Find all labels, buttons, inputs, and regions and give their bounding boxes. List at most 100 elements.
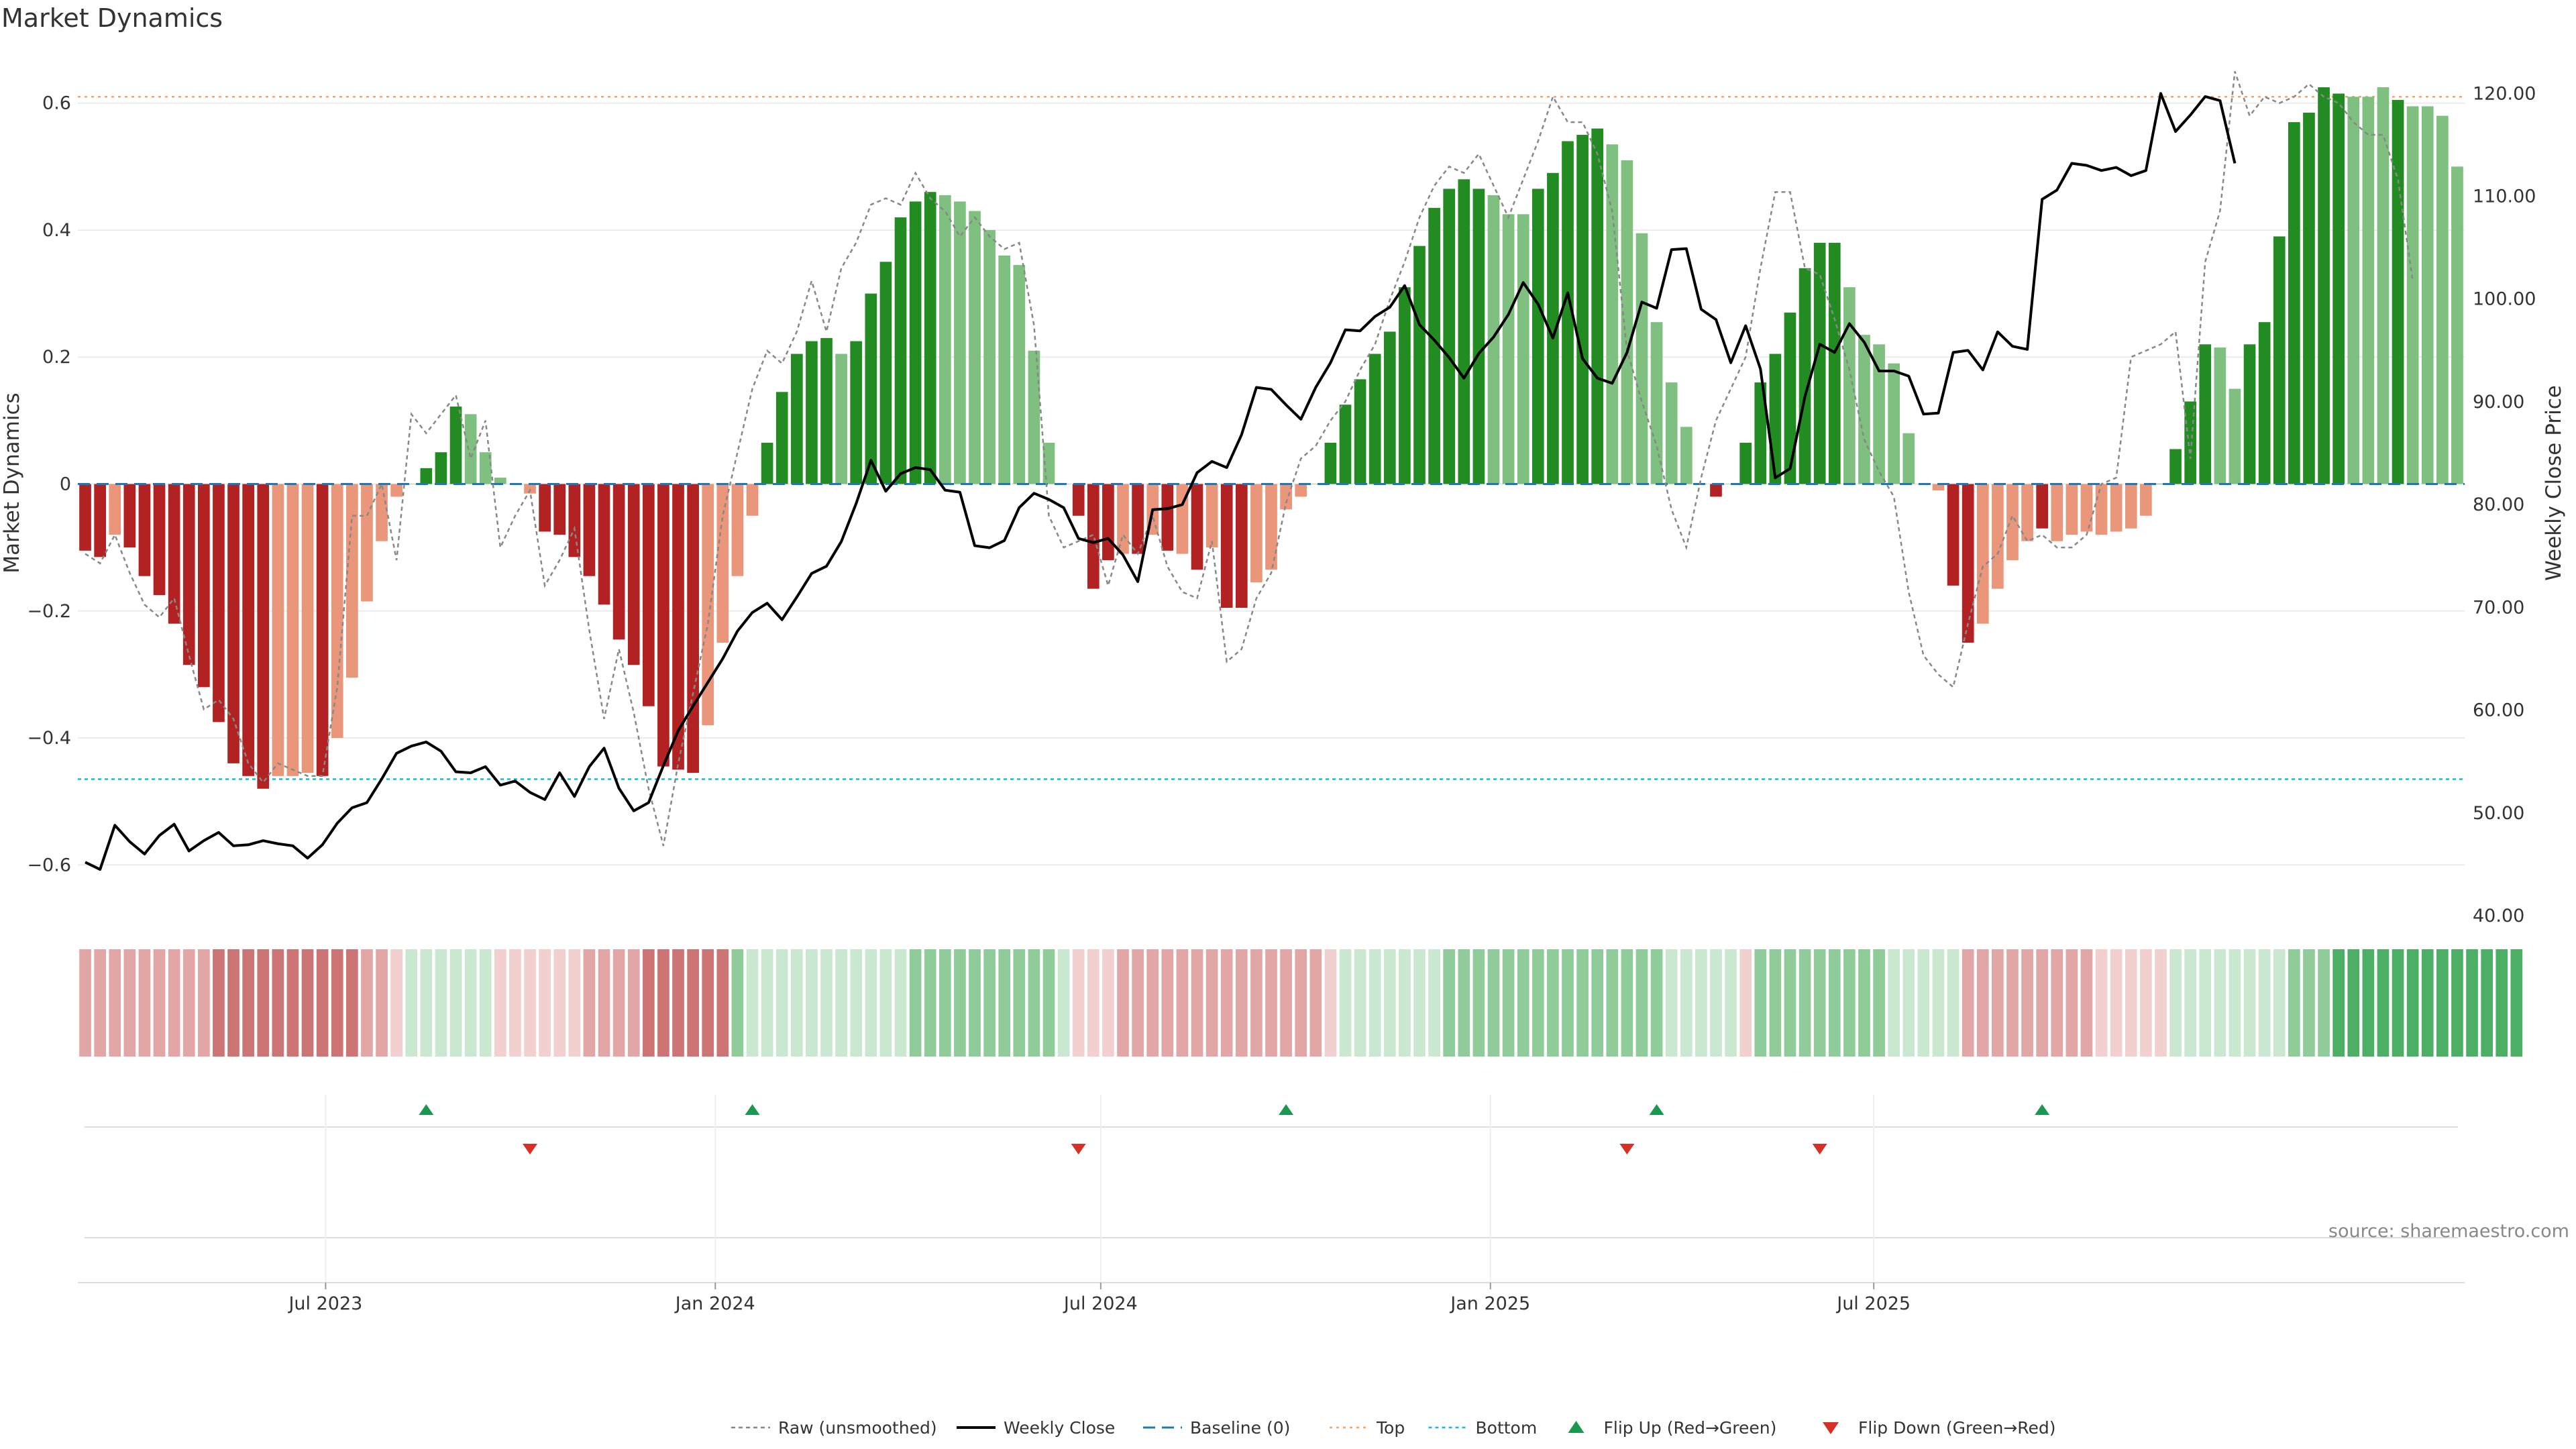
phase-cell: [835, 949, 847, 1057]
y2-tick-label: 120.00: [2473, 83, 2536, 104]
phase-cell: [376, 949, 388, 1057]
phase-cell: [687, 949, 699, 1057]
phase-cell: [716, 949, 729, 1057]
phase-cell: [1191, 949, 1203, 1057]
bar: [2021, 484, 2033, 541]
phase-cell: [1695, 949, 1707, 1057]
bar: [1250, 484, 1263, 583]
y-tick-label: 0: [60, 474, 71, 495]
phase-cell: [2080, 949, 2093, 1057]
bar: [790, 354, 803, 484]
bar: [227, 484, 239, 763]
bar: [583, 484, 596, 576]
bar: [1265, 484, 1277, 570]
bar: [2169, 449, 2182, 484]
bar: [2051, 484, 2063, 541]
bar: [924, 192, 936, 484]
phase-cell: [1635, 949, 1648, 1057]
phase-cell: [1117, 949, 1129, 1057]
phase-cell: [969, 949, 981, 1057]
bar: [1443, 189, 1456, 484]
bar: [969, 211, 981, 484]
phase-cell: [1828, 949, 1841, 1057]
phase-cell: [1725, 949, 1737, 1057]
phase-cell: [1650, 949, 1663, 1057]
bar: [1042, 442, 1055, 484]
phase-cell: [2155, 949, 2167, 1057]
phase-cell: [1621, 949, 1633, 1057]
phase-cell: [1042, 949, 1055, 1057]
bar: [702, 484, 714, 726]
bar: [954, 201, 966, 484]
phase-cell: [1502, 949, 1515, 1057]
phase-cell: [198, 949, 210, 1057]
bar: [1635, 233, 1648, 484]
bar: [1205, 484, 1218, 548]
phase-cell: [938, 949, 951, 1057]
bar: [1368, 354, 1381, 484]
phase-cell: [1295, 949, 1307, 1057]
phase-cell: [2377, 949, 2390, 1057]
phase-cell: [2214, 949, 2226, 1057]
phase-cell: [2362, 949, 2375, 1057]
bar: [464, 414, 477, 484]
phase-cell: [924, 949, 936, 1057]
phase-cell: [1665, 949, 1678, 1057]
phase-cell: [1754, 949, 1767, 1057]
bar: [1309, 484, 1322, 485]
y-tick-label: −0.4: [27, 728, 71, 749]
phase-cell: [109, 949, 121, 1057]
x-tick-label: Jan 2025: [1449, 1293, 1530, 1314]
phase-cell: [2436, 949, 2449, 1057]
bar: [1220, 484, 1233, 608]
phase-cell: [2229, 949, 2241, 1057]
phase-cell: [865, 949, 877, 1057]
bar: [746, 484, 759, 516]
bar: [1606, 144, 1619, 484]
bar: [1680, 427, 1693, 484]
phase-cell: [1739, 949, 1752, 1057]
bar: [761, 442, 773, 484]
bar: [1873, 344, 1885, 484]
bar: [1754, 382, 1767, 484]
phase-cell: [361, 949, 373, 1057]
y2-tick-label: 100.00: [2473, 289, 2536, 310]
bar: [2362, 97, 2375, 484]
phase-cell: [257, 949, 270, 1057]
phase-cell: [345, 949, 358, 1057]
phase-cell: [2184, 949, 2197, 1057]
bar: [598, 484, 610, 605]
phase-cell: [1028, 949, 1040, 1057]
bar: [568, 484, 581, 557]
bar: [257, 484, 270, 789]
bar: [687, 484, 699, 773]
phase-cell: [2466, 949, 2478, 1057]
phase-cell: [1309, 949, 1322, 1057]
flip-down-marker: [523, 1144, 538, 1155]
phase-cell: [1813, 949, 1826, 1057]
phase-cell: [2006, 949, 2019, 1057]
phase-cell: [524, 949, 536, 1057]
bar: [494, 478, 506, 484]
phase-cell: [1072, 949, 1085, 1057]
phase-cell: [820, 949, 833, 1057]
y2-tick-label: 90.00: [2473, 392, 2524, 413]
bar: [1828, 242, 1841, 484]
bar: [1992, 484, 2004, 589]
phase-cell: [1339, 949, 1352, 1057]
bar: [1117, 484, 1129, 554]
bar: [909, 201, 922, 484]
bar: [1339, 405, 1352, 484]
bar: [123, 484, 136, 548]
phase-cell: [331, 949, 343, 1057]
bar: [2318, 87, 2330, 484]
bar: [998, 255, 1011, 484]
bar: [938, 195, 951, 484]
phase-cell: [1976, 949, 1989, 1057]
phase-cell: [2140, 949, 2152, 1057]
phase-cell: [1858, 949, 1870, 1057]
chart-title: Market Dynamics: [1, 3, 223, 33]
legend-swatch: [1823, 1422, 1839, 1434]
phase-cell: [1962, 949, 1974, 1057]
